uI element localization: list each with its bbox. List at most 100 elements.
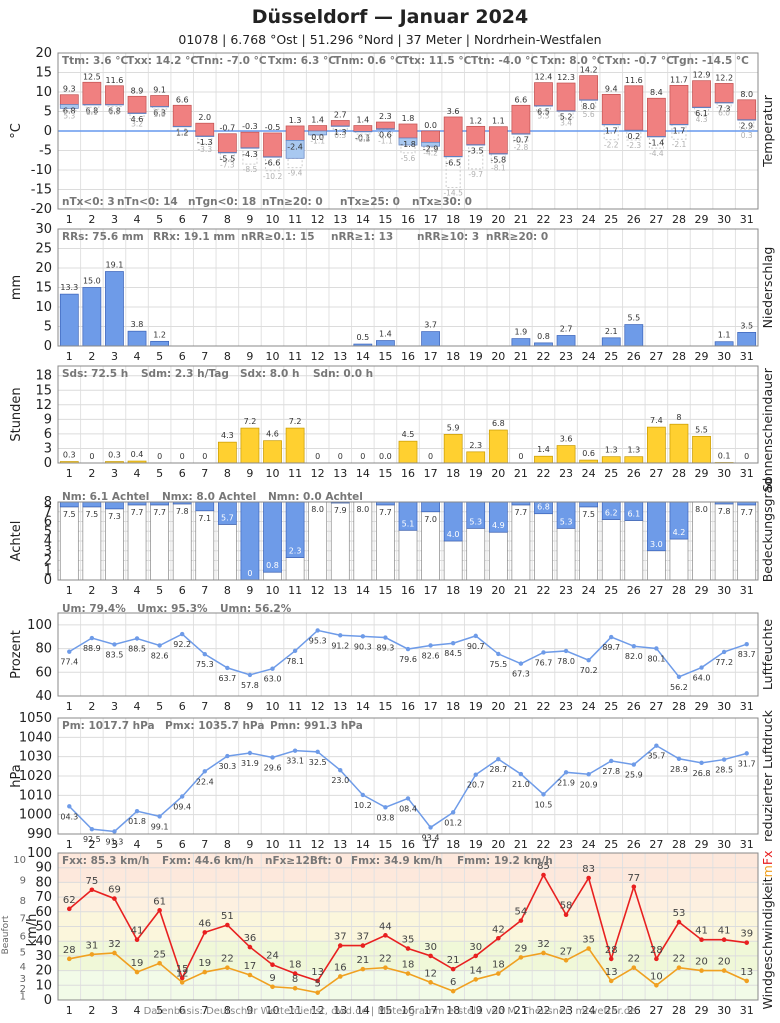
- temperature-ground-label: -8.1: [491, 164, 506, 173]
- wind-gust-point: [112, 896, 117, 901]
- temperature-max-bar: [263, 132, 282, 158]
- wind-day-label: 21: [514, 1004, 528, 1017]
- temperature-ground-label: -4.2: [423, 148, 438, 157]
- cloud-label: 6.1: [627, 510, 640, 519]
- humidity-day-label: 28: [672, 700, 686, 713]
- temperature-day-label: 15: [378, 213, 392, 226]
- humidity-label: 84.5: [444, 649, 462, 658]
- humidity-label: 63.7: [218, 674, 236, 683]
- temperature-ground-label: -7.3: [220, 160, 235, 169]
- humidity-label: 82.6: [151, 651, 169, 660]
- wind-mean-label: 16: [334, 962, 347, 973]
- temperature-stat: nTx≥25: 0: [340, 196, 400, 208]
- wind-mean-point: [563, 958, 569, 963]
- precipitation-bar: [105, 271, 124, 347]
- humidity-day-label: 4: [134, 700, 141, 713]
- wind-mean-point: [405, 971, 411, 976]
- humidity-point: [225, 665, 230, 671]
- sunshine-day-label: 15: [378, 467, 392, 480]
- cloud-label: 4.9: [492, 521, 505, 530]
- precipitation-day-label: 13: [333, 350, 347, 363]
- cloud-label: 0.8: [266, 561, 279, 570]
- sunshine-label: 2.3: [469, 441, 482, 450]
- wind-mean-label: 12: [424, 968, 437, 979]
- sunshine-label: 0.1: [718, 452, 731, 461]
- pressure-ytick-label: 990: [27, 827, 52, 842]
- pressure-day-label: 5: [156, 838, 163, 851]
- pressure-point: [202, 769, 207, 774]
- sunshine-day-label: 4: [134, 467, 141, 480]
- cloud_cover-ytick-label: 1: [44, 563, 52, 578]
- pressure-point: [338, 768, 343, 773]
- temperature-max-label: -0.3: [242, 122, 258, 131]
- cloud_cover-day-label: 14: [356, 584, 370, 597]
- sunshine-label: 0: [315, 452, 320, 461]
- temperature-mean-label: 0.6: [379, 131, 392, 140]
- sunshine-label: 0.6: [582, 449, 595, 458]
- temperature-min-bar: [217, 152, 237, 154]
- pressure-label: 99.1: [151, 822, 169, 831]
- pressure-label: 20.9: [580, 780, 598, 789]
- pressure-point: [383, 805, 388, 810]
- humidity-point: [405, 646, 411, 652]
- temperature-max-bar: [59, 94, 79, 105]
- wind-mean-point: [112, 950, 117, 956]
- sunshine-label: 0: [338, 452, 343, 461]
- wind-gust-label: 54: [515, 907, 528, 918]
- sunshine-label: 7.4: [650, 416, 663, 425]
- wind-mean-point: [202, 969, 208, 975]
- pressure-point: [450, 810, 456, 815]
- pressure-label: 35.7: [647, 752, 665, 761]
- humidity-point: [631, 644, 637, 649]
- temperature-day-label: 9: [246, 213, 253, 226]
- pressure-day-label: 21: [514, 838, 528, 851]
- sunshine-label: 0.3: [108, 451, 121, 460]
- wind-day-label: 30: [717, 1004, 731, 1017]
- temperature-ground-label: -1.1: [378, 136, 393, 145]
- sunshine-stat: Sds: 72.5 h: [62, 368, 128, 380]
- pressure-day-label: 8: [224, 838, 231, 851]
- temperature-ytick-label: 0: [44, 124, 52, 139]
- precipitation-label: 2.1: [605, 327, 618, 336]
- wind-gust-point: [721, 937, 727, 943]
- temperature-ground-label: 5.3: [538, 111, 550, 120]
- temperature-axis-title: °C: [9, 123, 24, 139]
- temperature-min-bar: [308, 130, 328, 136]
- temperature-stat: Txx: 14.2 °C: [127, 55, 198, 67]
- wind-gust-label: 21: [447, 955, 460, 966]
- wind-gust-point: [270, 962, 275, 968]
- temperature-ground-min: [513, 133, 529, 143]
- sunshine-label: 4.6: [266, 430, 279, 439]
- precipitation-label: 19.1: [106, 261, 124, 270]
- precipitation-bar: [376, 340, 395, 347]
- wind-mean-point: [631, 965, 637, 970]
- sunshine-day-label: 18: [446, 467, 460, 480]
- temperature-ytick-label: -20: [31, 202, 52, 217]
- cloud_cover-day-label: 28: [672, 584, 686, 597]
- temperature-max-bar: [398, 123, 418, 139]
- temperature-max-bar: [82, 81, 102, 105]
- humidity-axis-title: Prozent: [9, 630, 24, 679]
- wind-stat: Fmm: 19.2 km/h: [457, 855, 553, 867]
- cloud_cover-side-label: Bedeckungsgrad: [760, 478, 775, 583]
- temperature-min-bar: [82, 104, 102, 106]
- temperature-max-label: 12.4: [535, 73, 553, 82]
- temperature-max-label: 9.3: [63, 85, 76, 94]
- pressure-side-label: reduzierter Luftdruck: [760, 709, 775, 842]
- wind-stat: Fmx: 34.9 km/h: [351, 855, 443, 867]
- cloud-label: 7.7: [515, 508, 528, 517]
- humidity-point: [563, 648, 569, 654]
- pressure-ytick-label: 1050: [19, 711, 52, 726]
- temperature-ground-min: [242, 147, 258, 165]
- wind-gust-point: [654, 956, 659, 962]
- temperature-max-bar: [353, 125, 373, 132]
- wind-day-label: 9: [246, 1004, 253, 1017]
- cloud_cover-day-label: 2: [88, 584, 95, 597]
- wind-frame: [57, 852, 759, 1001]
- cloud_cover-ytick-label: 8: [44, 495, 52, 510]
- wind-mean-point: [541, 950, 546, 956]
- temperature-max-bar: [556, 82, 576, 112]
- temperature-ground-label: 5.3: [63, 111, 75, 120]
- humidity-ytick-label: 80: [35, 642, 52, 657]
- precipitation-day-label: 27: [649, 350, 663, 363]
